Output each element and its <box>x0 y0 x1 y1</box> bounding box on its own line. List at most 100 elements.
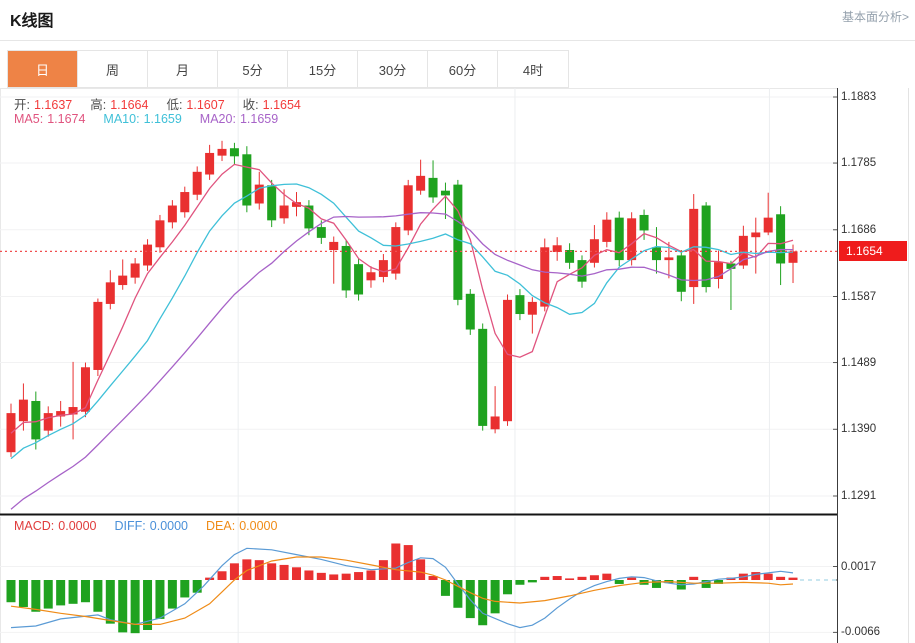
macd-bar <box>651 580 661 588</box>
ohlc-value: 1.1607 <box>186 98 225 112</box>
period-tab-月[interactable]: 月 <box>148 51 218 87</box>
candle <box>614 217 624 261</box>
price-axis-label: 1.1489 <box>841 356 877 369</box>
macd-bar <box>689 576 699 580</box>
candle <box>43 413 53 431</box>
price-axis-label: 1.1390 <box>841 423 877 436</box>
macd-bar <box>118 580 128 633</box>
macd-bar <box>540 576 550 580</box>
period-tab-60分[interactable]: 60分 <box>428 51 498 87</box>
candle <box>738 235 748 266</box>
ma-label: MA10: <box>103 112 140 126</box>
ma-value: 1.1659 <box>239 112 279 126</box>
macd-bar <box>316 572 326 580</box>
macd-bar <box>627 577 637 580</box>
ohlc-value: 1.1664 <box>110 98 149 112</box>
candle <box>316 227 326 238</box>
ohlc-label: 收: <box>242 98 259 112</box>
macd-bar <box>354 572 364 580</box>
candle <box>291 202 301 207</box>
candle <box>378 260 388 277</box>
macd-bar <box>503 580 513 595</box>
candle <box>167 205 177 223</box>
ma20-line <box>10 212 794 510</box>
candle <box>540 247 550 307</box>
period-tab-日[interactable]: 日 <box>8 51 78 87</box>
macd-bar <box>416 559 426 580</box>
period-tabbar: 日周月 5分 15分 30分 60分 4时 <box>7 50 569 88</box>
candle <box>155 220 165 248</box>
candle <box>776 214 786 264</box>
ohlc-legend: 开: 1.1637 高: 1.1664 低: 1.1607 收: 1.1654 <box>14 94 319 113</box>
period-tab-4时[interactable]: 4时 <box>522 62 544 78</box>
macd-bar <box>304 570 314 580</box>
candle <box>143 244 153 266</box>
title-divider <box>0 40 915 41</box>
macd-bar <box>428 576 438 580</box>
current-price-badge: 1.1654 <box>839 241 907 262</box>
candle <box>192 171 202 195</box>
candle <box>552 245 562 253</box>
candle <box>105 282 115 304</box>
candle <box>229 148 239 157</box>
ohlc-value: 1.1637 <box>33 98 73 112</box>
candle <box>701 205 711 288</box>
ma-value: 1.1674 <box>47 112 86 126</box>
macd-bar <box>527 580 537 583</box>
candle <box>565 249 575 263</box>
candle <box>490 416 500 430</box>
macd-bar <box>167 580 177 609</box>
period-tab-15分[interactable]: 15分 <box>288 51 358 87</box>
macd-bar <box>614 580 624 584</box>
candle <box>453 184 463 300</box>
fundamental-analysis-link[interactable]: 基本面分析> <box>841 10 909 24</box>
macd-bar <box>776 576 786 580</box>
candle <box>254 184 264 204</box>
macd-bar <box>552 576 562 580</box>
candle <box>689 208 699 288</box>
candle <box>726 263 736 269</box>
period-tab-30分[interactable]: 30分 <box>358 51 428 87</box>
candle <box>515 295 525 315</box>
macd-value: 0.0000 <box>58 519 97 533</box>
candle <box>267 185 277 221</box>
macd-bar <box>751 572 761 580</box>
macd-bar <box>68 580 78 604</box>
pane-separator <box>0 513 837 516</box>
period-tab-周[interactable]: 周 <box>78 51 148 87</box>
page-title: K线图 <box>10 13 54 30</box>
macd-bar <box>341 573 351 580</box>
macd-bar <box>515 580 525 585</box>
macd-label: DIFF: <box>114 519 146 533</box>
macd-bar <box>291 567 301 580</box>
ohlc-label: 低: <box>166 98 183 112</box>
candle <box>68 407 78 415</box>
candle <box>31 400 41 440</box>
candle <box>341 245 351 291</box>
candle <box>118 275 128 286</box>
macd-bar <box>279 564 289 580</box>
ma5-line <box>10 163 794 434</box>
candle <box>478 328 488 426</box>
ma-label: MA20: <box>199 112 236 126</box>
price-axis-label: 1.1883 <box>841 91 877 103</box>
candle <box>428 177 438 198</box>
macd-bar <box>763 573 773 580</box>
price-axis-label: 1.1686 <box>841 223 877 236</box>
candle <box>651 247 661 261</box>
macd-label: MACD: <box>14 519 55 533</box>
macd-bar <box>80 580 90 603</box>
candle <box>577 260 587 282</box>
macd-axis-label: -0.0066 <box>841 626 881 639</box>
macd-bar <box>143 580 153 631</box>
candle <box>242 154 252 206</box>
candle <box>763 217 773 233</box>
macd-bar <box>440 580 450 596</box>
candle <box>354 264 364 295</box>
ohlc-label: 高: <box>90 98 107 112</box>
period-tab-5分[interactable]: 5分 <box>218 51 288 87</box>
candle <box>465 293 475 330</box>
candle <box>205 152 215 175</box>
